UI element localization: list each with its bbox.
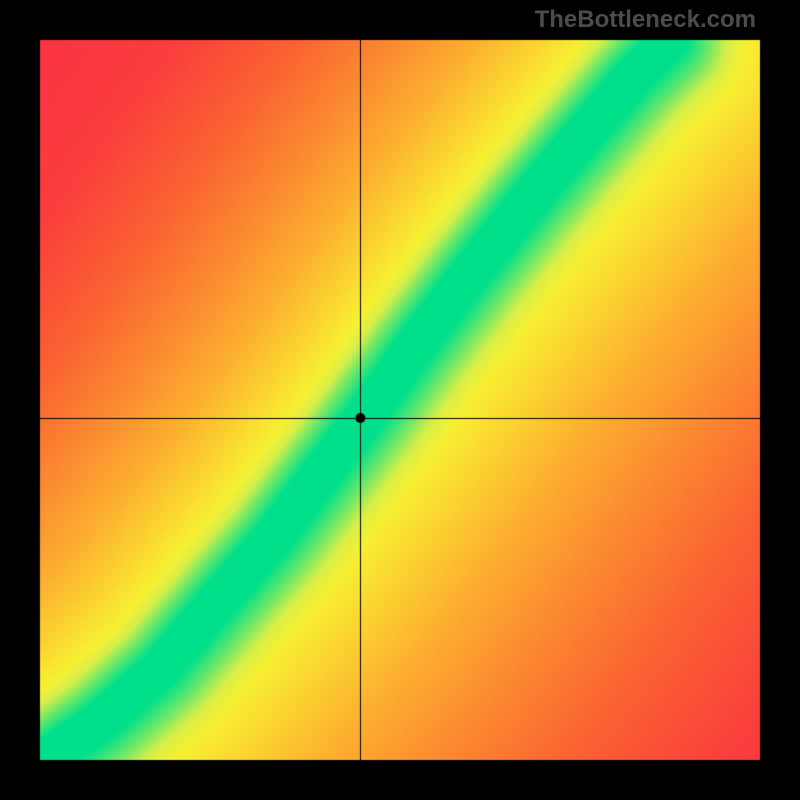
watermark-text: TheBottleneck.com [535,6,756,34]
bottleneck-heatmap [0,0,800,800]
